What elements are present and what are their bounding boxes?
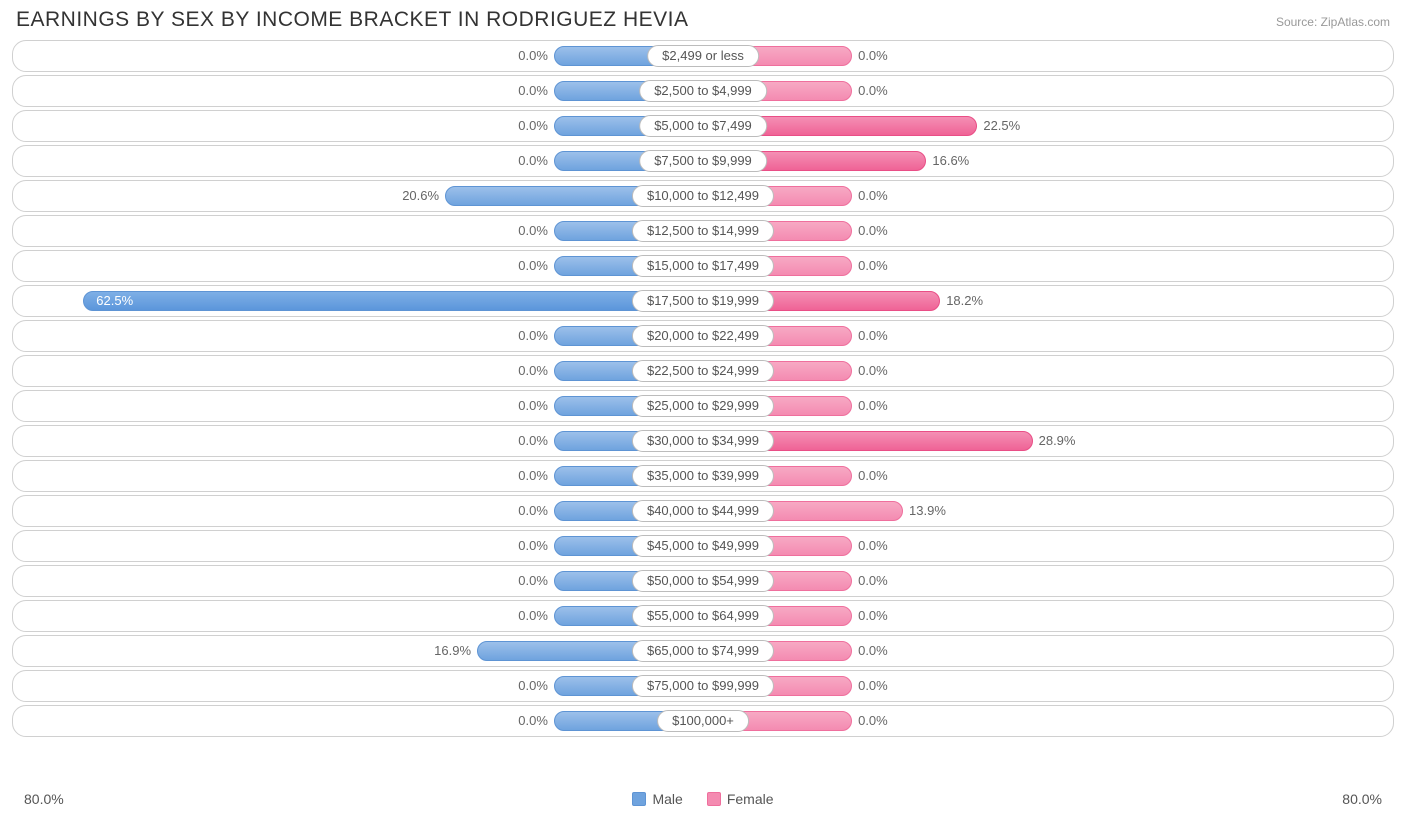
bracket-label: $15,000 to $17,499 bbox=[632, 255, 774, 277]
bracket-label: $2,500 to $4,999 bbox=[639, 80, 767, 102]
male-pct-label: 0.0% bbox=[518, 328, 548, 343]
chart-row: 0.0% 0.0% $75,000 to $99,999 bbox=[12, 670, 1394, 702]
bracket-label: $55,000 to $64,999 bbox=[632, 605, 774, 627]
male-pct-label: 0.0% bbox=[518, 713, 548, 728]
chart-row: 0.0% 0.0% $20,000 to $22,499 bbox=[12, 320, 1394, 352]
female-pct-label: 0.0% bbox=[858, 363, 888, 378]
bracket-label: $7,500 to $9,999 bbox=[639, 150, 767, 172]
bracket-label: $30,000 to $34,999 bbox=[632, 430, 774, 452]
chart-row: 0.0% 0.0% $25,000 to $29,999 bbox=[12, 390, 1394, 422]
legend-male: Male bbox=[632, 791, 682, 807]
chart-row: 0.0% 0.0% $2,499 or less bbox=[12, 40, 1394, 72]
bracket-label: $22,500 to $24,999 bbox=[632, 360, 774, 382]
bracket-label: $65,000 to $74,999 bbox=[632, 640, 774, 662]
female-pct-label: 0.0% bbox=[858, 48, 888, 63]
male-swatch-icon bbox=[632, 792, 646, 806]
female-pct-label: 0.0% bbox=[858, 258, 888, 273]
male-pct-label: 0.0% bbox=[518, 153, 548, 168]
chart-row: 0.0% 0.0% $22,500 to $24,999 bbox=[12, 355, 1394, 387]
male-pct-label: 0.0% bbox=[518, 363, 548, 378]
male-pct-label: 0.0% bbox=[518, 573, 548, 588]
female-pct-label: 0.0% bbox=[858, 83, 888, 98]
chart-row: 16.9% 0.0% $65,000 to $74,999 bbox=[12, 635, 1394, 667]
bracket-label: $12,500 to $14,999 bbox=[632, 220, 774, 242]
male-pct-label: 0.0% bbox=[518, 258, 548, 273]
bracket-label: $25,000 to $29,999 bbox=[632, 395, 774, 417]
chart-row: 0.0% 0.0% $35,000 to $39,999 bbox=[12, 460, 1394, 492]
chart-row: 0.0% 0.0% $50,000 to $54,999 bbox=[12, 565, 1394, 597]
chart-row: 0.0% 0.0% $15,000 to $17,499 bbox=[12, 250, 1394, 282]
bracket-label: $45,000 to $49,999 bbox=[632, 535, 774, 557]
source-attribution: Source: ZipAtlas.com bbox=[1276, 15, 1390, 29]
chart-row: 0.0% 0.0% $12,500 to $14,999 bbox=[12, 215, 1394, 247]
bracket-label: $10,000 to $12,499 bbox=[632, 185, 774, 207]
bracket-label: $50,000 to $54,999 bbox=[632, 570, 774, 592]
male-pct-label: 0.0% bbox=[518, 608, 548, 623]
female-pct-label: 22.5% bbox=[983, 118, 1020, 133]
bracket-label: $75,000 to $99,999 bbox=[632, 675, 774, 697]
axis-right-max: 80.0% bbox=[1342, 791, 1382, 807]
male-pct-label: 0.0% bbox=[518, 503, 548, 518]
male-pct-label: 16.9% bbox=[434, 643, 471, 658]
bracket-label: $2,499 or less bbox=[647, 45, 759, 67]
female-pct-label: 0.0% bbox=[858, 398, 888, 413]
chart-row: 20.6% 0.0% $10,000 to $12,499 bbox=[12, 180, 1394, 212]
legend-female: Female bbox=[707, 791, 774, 807]
male-pct-label: 20.6% bbox=[402, 188, 439, 203]
female-pct-label: 16.6% bbox=[932, 153, 969, 168]
chart-row: 0.0% 0.0% $2,500 to $4,999 bbox=[12, 75, 1394, 107]
male-pct-label: 0.0% bbox=[518, 83, 548, 98]
male-pct-label: 62.5% bbox=[96, 293, 133, 308]
female-pct-label: 0.0% bbox=[858, 713, 888, 728]
male-bar bbox=[83, 291, 703, 311]
male-pct-label: 0.0% bbox=[518, 468, 548, 483]
bracket-label: $35,000 to $39,999 bbox=[632, 465, 774, 487]
chart-row: 0.0% 16.6% $7,500 to $9,999 bbox=[12, 145, 1394, 177]
female-pct-label: 0.0% bbox=[858, 608, 888, 623]
bracket-label: $17,500 to $19,999 bbox=[632, 290, 774, 312]
chart-footer: 80.0% Male Female 80.0% bbox=[0, 791, 1406, 807]
legend-female-label: Female bbox=[727, 791, 774, 807]
female-pct-label: 0.0% bbox=[858, 538, 888, 553]
chart-row: 0.0% 0.0% $55,000 to $64,999 bbox=[12, 600, 1394, 632]
chart-row: 62.5% 18.2% $17,500 to $19,999 bbox=[12, 285, 1394, 317]
axis-left-max: 80.0% bbox=[24, 791, 64, 807]
female-pct-label: 18.2% bbox=[946, 293, 983, 308]
chart-row: 0.0% 28.9% $30,000 to $34,999 bbox=[12, 425, 1394, 457]
bracket-label: $40,000 to $44,999 bbox=[632, 500, 774, 522]
female-pct-label: 0.0% bbox=[858, 678, 888, 693]
chart-row: 0.0% 22.5% $5,000 to $7,499 bbox=[12, 110, 1394, 142]
female-pct-label: 0.0% bbox=[858, 573, 888, 588]
male-pct-label: 0.0% bbox=[518, 48, 548, 63]
male-pct-label: 0.0% bbox=[518, 538, 548, 553]
chart-title: EARNINGS BY SEX BY INCOME BRACKET IN ROD… bbox=[16, 8, 688, 32]
female-pct-label: 28.9% bbox=[1039, 433, 1076, 448]
male-pct-label: 0.0% bbox=[518, 678, 548, 693]
male-pct-label: 0.0% bbox=[518, 223, 548, 238]
bracket-label: $5,000 to $7,499 bbox=[639, 115, 767, 137]
chart-row: 0.0% 0.0% $45,000 to $49,999 bbox=[12, 530, 1394, 562]
female-pct-label: 13.9% bbox=[909, 503, 946, 518]
bracket-label: $100,000+ bbox=[657, 710, 749, 732]
female-pct-label: 0.0% bbox=[858, 643, 888, 658]
female-pct-label: 0.0% bbox=[858, 328, 888, 343]
chart-row: 0.0% 13.9% $40,000 to $44,999 bbox=[12, 495, 1394, 527]
legend: Male Female bbox=[632, 791, 773, 807]
female-pct-label: 0.0% bbox=[858, 188, 888, 203]
legend-male-label: Male bbox=[652, 791, 682, 807]
male-pct-label: 0.0% bbox=[518, 433, 548, 448]
male-pct-label: 0.0% bbox=[518, 118, 548, 133]
female-pct-label: 0.0% bbox=[858, 223, 888, 238]
female-pct-label: 0.0% bbox=[858, 468, 888, 483]
female-swatch-icon bbox=[707, 792, 721, 806]
bracket-label: $20,000 to $22,499 bbox=[632, 325, 774, 347]
chart-area: 0.0% 0.0% $2,499 or less 0.0% 0.0% $2,500 to … bbox=[0, 36, 1406, 737]
male-pct-label: 0.0% bbox=[518, 398, 548, 413]
chart-row: 0.0% 0.0% $100,000+ bbox=[12, 705, 1394, 737]
